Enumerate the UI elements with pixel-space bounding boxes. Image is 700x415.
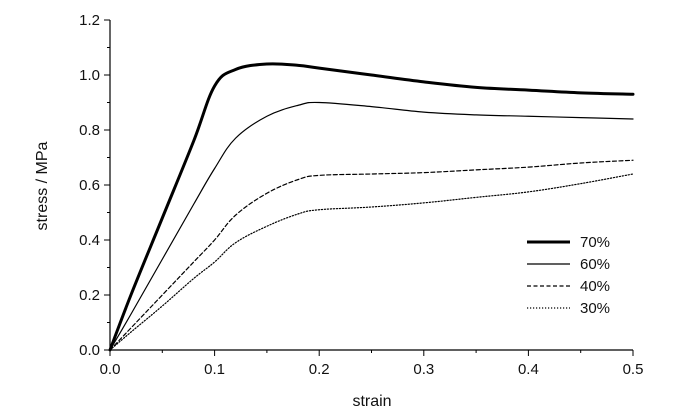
y-tick-label: 1.2 bbox=[79, 12, 100, 29]
x-axis-title: strain bbox=[352, 393, 391, 410]
series-line-30pct bbox=[109, 173, 634, 351]
legend-label: 40% bbox=[580, 278, 610, 295]
x-tick-label: 0.1 bbox=[204, 361, 225, 378]
series-layer bbox=[108, 62, 635, 352]
legend-label: 70% bbox=[580, 234, 610, 251]
y-axis-title: stress / MPa bbox=[34, 141, 51, 230]
series-line-60pct bbox=[109, 101, 634, 351]
axes: 0.0 0.1 0.2 0.3 0.4 0.5 0.0 0.2 0.4 0.6 0.8 1.0 1.2 bbox=[79, 12, 643, 378]
legend-label: 60% bbox=[580, 256, 610, 273]
y-tick-label: 0.2 bbox=[79, 287, 100, 304]
x-tick-label: 0.5 bbox=[623, 361, 644, 378]
legend-label: 30% bbox=[580, 300, 610, 317]
legend: 70% 60% 40% 30% bbox=[527, 234, 610, 317]
y-tick-label: 0.6 bbox=[79, 177, 100, 194]
y-tick-label: 0.8 bbox=[79, 122, 100, 139]
x-tick-label: 0.0 bbox=[100, 361, 121, 378]
series-line-40pct bbox=[109, 159, 634, 351]
y-tick-label: 0.4 bbox=[79, 232, 100, 249]
x-tick-label: 0.2 bbox=[309, 361, 330, 378]
x-tick-label: 0.4 bbox=[518, 361, 539, 378]
y-tick-label: 0.0 bbox=[79, 342, 100, 359]
series-line-70pct bbox=[108, 62, 635, 352]
x-tick-label: 0.3 bbox=[413, 361, 434, 378]
y-tick-label: 1.0 bbox=[79, 67, 100, 84]
